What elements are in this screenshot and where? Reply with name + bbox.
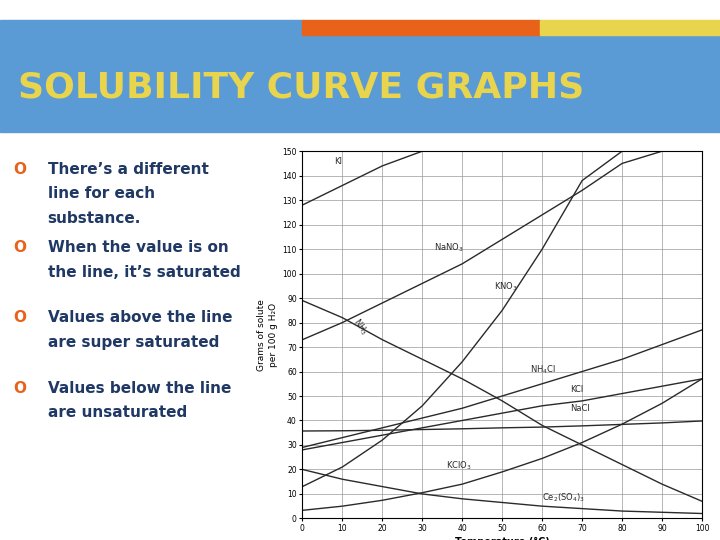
Text: SOLUBILITY CURVE GRAPHS: SOLUBILITY CURVE GRAPHS xyxy=(18,71,584,104)
Text: O: O xyxy=(13,310,26,326)
Text: KNO$_3$: KNO$_3$ xyxy=(494,281,518,293)
Text: KI: KI xyxy=(334,157,343,166)
Text: KCl: KCl xyxy=(570,384,583,394)
Text: O: O xyxy=(13,162,26,177)
X-axis label: Temperature (°C): Temperature (°C) xyxy=(455,537,549,540)
Text: Values below the line: Values below the line xyxy=(48,381,231,396)
Text: NaNO$_3$: NaNO$_3$ xyxy=(434,241,464,254)
Text: are unsaturated: are unsaturated xyxy=(48,405,186,420)
Text: are super saturated: are super saturated xyxy=(48,335,219,350)
Text: O: O xyxy=(13,381,26,396)
Text: the line, it’s saturated: the line, it’s saturated xyxy=(48,265,240,280)
Text: NH$_3$: NH$_3$ xyxy=(351,315,371,338)
Text: Values above the line: Values above the line xyxy=(48,310,232,326)
Text: NH$_4$Cl: NH$_4$Cl xyxy=(530,364,556,376)
Text: NaCl: NaCl xyxy=(570,404,590,413)
Text: line for each: line for each xyxy=(48,186,155,201)
Text: O: O xyxy=(13,240,26,255)
Text: Ce$_2$(SO$_4$)$_3$: Ce$_2$(SO$_4$)$_3$ xyxy=(542,491,585,504)
Y-axis label: Grams of solute
per 100 g H₂O: Grams of solute per 100 g H₂O xyxy=(257,299,278,371)
Text: When the value is on: When the value is on xyxy=(48,240,228,255)
Text: KClO$_3$: KClO$_3$ xyxy=(446,460,472,472)
Text: There’s a different: There’s a different xyxy=(48,162,208,177)
Text: substance.: substance. xyxy=(48,211,141,226)
